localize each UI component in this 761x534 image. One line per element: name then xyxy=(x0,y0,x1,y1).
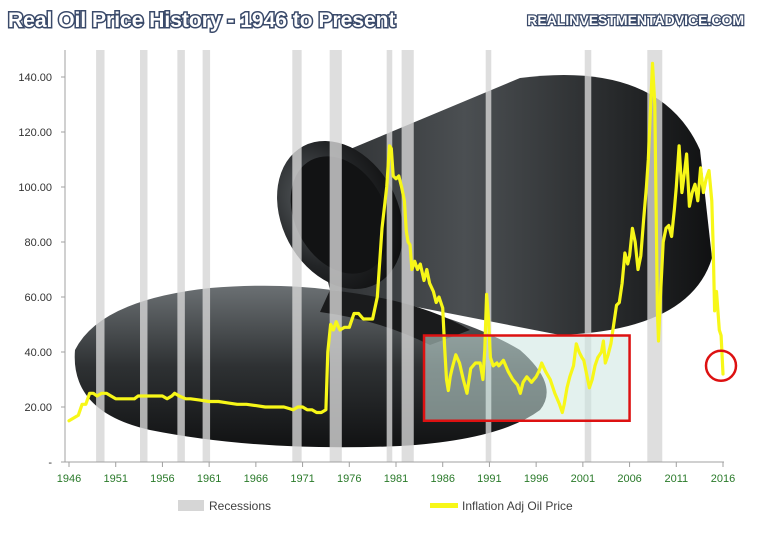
x-tick-label: 1996 xyxy=(524,473,548,485)
x-tick-label: 1961 xyxy=(197,473,221,485)
x-tick-label: 2016 xyxy=(711,473,735,485)
y-tick-label: 100.00 xyxy=(18,182,52,194)
x-tick-label: 1976 xyxy=(337,473,361,485)
recession-band xyxy=(329,50,342,462)
x-tick-label: 1956 xyxy=(150,473,174,485)
recession-band xyxy=(140,50,148,462)
recession-band xyxy=(386,50,393,462)
x-tick-label: 1981 xyxy=(384,473,408,485)
y-tick-label: 20.00 xyxy=(24,402,52,414)
recession-band xyxy=(202,50,211,462)
x-tick-label: 1966 xyxy=(244,473,268,485)
legend-label-recessions: Recessions xyxy=(209,499,271,513)
legend-swatch-oil-price xyxy=(430,503,458,508)
x-tick-label: 1991 xyxy=(477,473,501,485)
recession-band xyxy=(96,50,105,462)
recession-band xyxy=(584,50,592,462)
recession-band xyxy=(647,50,663,462)
series-line-oil-price xyxy=(67,61,725,423)
recession-band xyxy=(177,50,185,462)
x-axis-ticks: 1946 1951 1956 1961 1966 1971 1976 1981 1986 1991… xyxy=(57,462,735,485)
legend-label-oil-price: Inflation Adj Oil Price xyxy=(462,499,573,513)
highlight-circle-layer xyxy=(422,334,738,422)
recession-band xyxy=(401,50,414,462)
x-tick-label: 2011 xyxy=(664,473,688,485)
source-label: REALINVESTMENTADVICE.COM xyxy=(527,12,744,28)
legend: Recessions Inflation Adj Oil Price xyxy=(178,499,573,513)
x-tick-label: 1946 xyxy=(57,473,81,485)
x-tick-label: 1951 xyxy=(103,473,127,485)
x-tick-label: 1986 xyxy=(430,473,454,485)
y-tick-label: 140.00 xyxy=(18,72,52,84)
x-tick-label: 1971 xyxy=(290,473,314,485)
legend-swatch-recessions xyxy=(178,500,204,511)
highlight-box-border xyxy=(422,334,631,422)
chart-title: Real Oil Price History - 1946 to Present xyxy=(8,9,396,32)
y-tick-label: 40.00 xyxy=(24,347,52,359)
y-tick-label: 80.00 xyxy=(24,237,52,249)
y-tick-label: 60.00 xyxy=(24,292,52,304)
recession-band xyxy=(292,50,302,462)
highlight-circle xyxy=(704,349,738,382)
x-tick-label: 2006 xyxy=(617,473,641,485)
y-axis-ticks: - 20.00 40.00 60.00 80.00 100.00 120.00 140.00 xyxy=(18,72,65,469)
recession-band xyxy=(485,50,492,462)
recession-bands xyxy=(96,50,663,462)
y-tick-label: - xyxy=(48,457,52,469)
x-tick-label: 2001 xyxy=(571,473,595,485)
y-tick-label: 120.00 xyxy=(18,127,52,139)
